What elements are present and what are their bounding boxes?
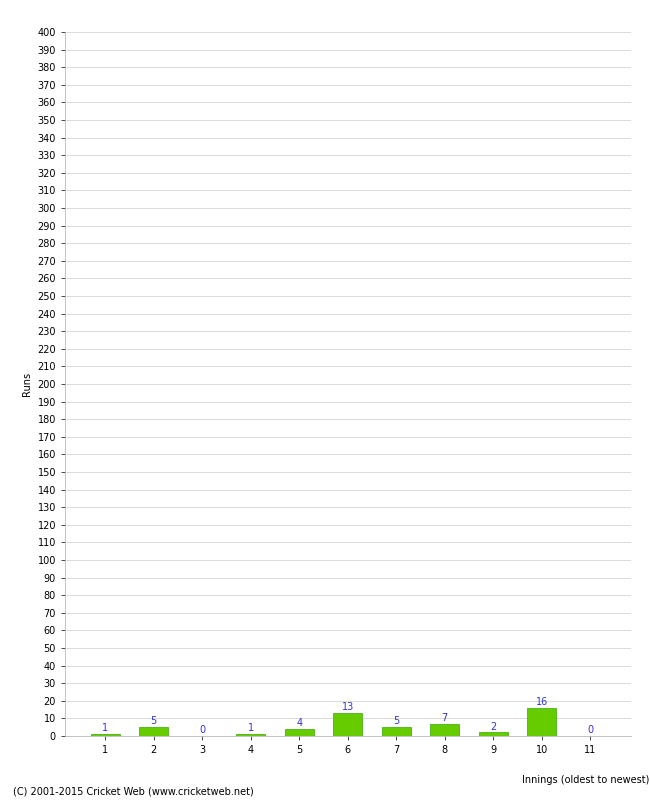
Bar bbox=[527, 708, 556, 736]
Text: 2: 2 bbox=[490, 722, 497, 731]
Bar bbox=[139, 727, 168, 736]
Text: 13: 13 bbox=[342, 702, 354, 712]
Bar bbox=[236, 734, 265, 736]
Text: 0: 0 bbox=[199, 726, 205, 735]
Text: 1: 1 bbox=[102, 723, 109, 734]
Text: 7: 7 bbox=[441, 713, 448, 723]
Text: (C) 2001-2015 Cricket Web (www.cricketweb.net): (C) 2001-2015 Cricket Web (www.cricketwe… bbox=[13, 786, 254, 796]
Bar bbox=[478, 733, 508, 736]
Text: 1: 1 bbox=[248, 723, 254, 734]
X-axis label: Innings (oldest to newest): Innings (oldest to newest) bbox=[521, 774, 649, 785]
Bar bbox=[91, 734, 120, 736]
Text: 4: 4 bbox=[296, 718, 302, 728]
Text: 5: 5 bbox=[151, 716, 157, 726]
Y-axis label: Runs: Runs bbox=[22, 372, 32, 396]
Text: 0: 0 bbox=[587, 726, 593, 735]
Bar bbox=[285, 729, 314, 736]
Text: 5: 5 bbox=[393, 716, 399, 726]
Bar bbox=[333, 713, 362, 736]
Bar bbox=[430, 724, 460, 736]
Text: 16: 16 bbox=[536, 697, 548, 707]
Bar bbox=[382, 727, 411, 736]
